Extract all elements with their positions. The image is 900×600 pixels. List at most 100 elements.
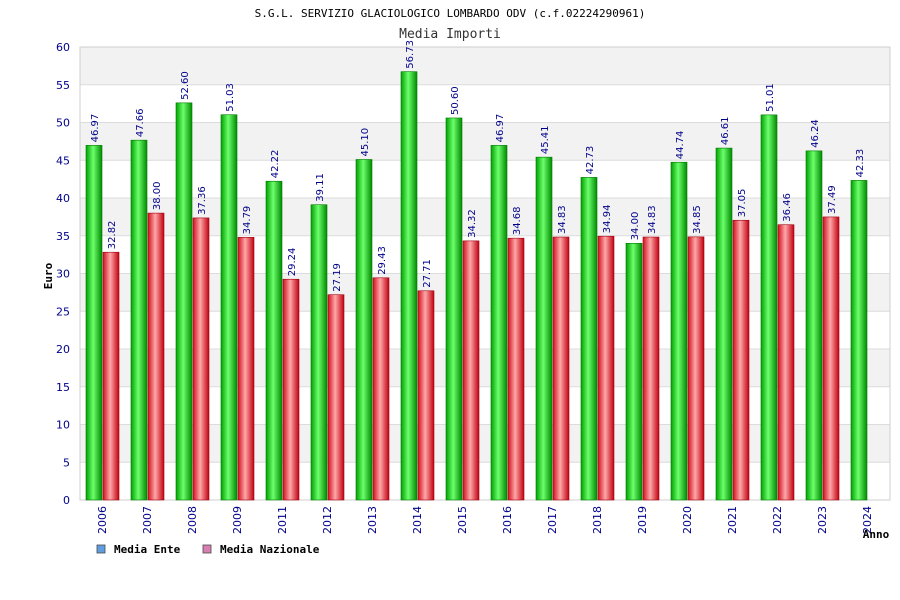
value-label-media-nazionale: 32.82 (107, 221, 118, 250)
value-label-media-nazionale: 34.79 (242, 206, 253, 235)
bar-media-ente (490, 145, 508, 501)
y-tick-label: 5 (63, 456, 70, 469)
x-tick-label: 2009 (231, 506, 244, 534)
bar-media-ente (355, 159, 373, 501)
y-tick-label: 25 (56, 305, 70, 318)
x-axis-ticks: 2006 2007 2008 2009 2011 2012 2013 2014 2015 2016… (96, 506, 874, 534)
y-tick-label: 45 (56, 154, 70, 167)
y-tick-label: 20 (56, 343, 70, 356)
value-label-media-ente: 56.73 (405, 40, 416, 69)
x-tick-label: 2022 (771, 506, 784, 534)
bar-media-ente (850, 180, 868, 501)
grid-band (80, 424, 890, 463)
bar-media-ente (625, 243, 643, 501)
value-label-media-ente: 47.66 (135, 109, 146, 138)
value-label-media-nazionale: 34.94 (602, 205, 613, 234)
bar-media-ente (760, 114, 778, 501)
value-label-media-ente: 46.97 (90, 114, 101, 143)
value-label-media-nazionale: 29.43 (377, 246, 388, 275)
bars-layer (85, 71, 868, 501)
value-label-media-nazionale: 29.24 (287, 248, 298, 277)
value-label-media-nazionale: 34.85 (692, 205, 703, 234)
grid-band (80, 198, 890, 236)
value-label-media-nazionale: 37.49 (827, 185, 838, 214)
bar-media-nazionale (507, 237, 525, 501)
y-tick-label: 10 (56, 419, 70, 432)
legend-swatch-media-nazionale (202, 544, 212, 554)
x-tick-label: 2012 (321, 506, 334, 534)
value-label-media-nazionale: 37.05 (737, 189, 748, 218)
y-tick-label: 55 (56, 79, 70, 92)
x-tick-label: 2008 (186, 506, 199, 534)
bar-media-nazionale (417, 290, 435, 501)
bar-media-nazionale (327, 294, 345, 501)
bar-media-ente (85, 145, 103, 501)
bar-media-ente (715, 147, 733, 501)
x-tick-label: 2011 (276, 506, 289, 534)
y-axis-ticks: 0 5 10 15 20 25 30 35 40 45 50 55 60 (56, 41, 70, 507)
grid-band (80, 273, 890, 312)
bar-media-nazionale (147, 212, 165, 501)
bar-media-nazionale (642, 236, 660, 501)
bar-media-ente (130, 139, 148, 501)
bar-media-nazionale (462, 240, 480, 501)
grid-band (80, 235, 890, 274)
value-labels-layer: 46.97 32.82 47.66 38.00 52.60 37.36 51.03 34.79… (90, 40, 866, 292)
legend: Media Ente Media Nazionale (96, 543, 320, 556)
y-tick-label: 40 (56, 192, 70, 205)
x-tick-label: 2007 (141, 506, 154, 534)
bar-media-nazionale (552, 236, 570, 501)
bar-media-ente (580, 177, 598, 501)
value-label-media-nazionale: 34.83 (647, 205, 658, 234)
y-tick-label: 30 (56, 268, 70, 281)
y-axis-label: Euro (42, 262, 55, 289)
x-tick-label: 2020 (681, 506, 694, 534)
bar-media-nazionale (102, 251, 120, 501)
x-tick-label: 2023 (816, 506, 829, 534)
plot-background (79, 46, 891, 501)
grid-band (80, 160, 890, 198)
value-label-media-ente: 45.10 (360, 128, 371, 157)
bar-media-ente (265, 180, 283, 501)
bar-media-nazionale (732, 219, 750, 501)
bar-media-nazionale (597, 235, 615, 501)
value-label-media-nazionale: 36.46 (782, 193, 793, 222)
value-label-media-ente: 39.11 (315, 173, 326, 202)
value-label-media-ente: 42.22 (270, 150, 281, 179)
grid-band (80, 462, 890, 500)
value-label-media-ente: 46.61 (720, 116, 731, 145)
value-label-media-nazionale: 27.71 (422, 259, 433, 288)
bar-media-nazionale (237, 237, 255, 501)
x-tick-label: 2021 (726, 506, 739, 534)
bar-media-ente (400, 71, 418, 501)
x-tick-label: 2018 (591, 506, 604, 534)
bar-media-nazionale (777, 224, 795, 501)
bar-media-ente (805, 150, 823, 501)
bar-media-ente (670, 161, 688, 501)
plot-frame (79, 46, 891, 501)
x-tick-label: 2014 (411, 506, 424, 534)
value-label-media-nazionale: 34.32 (467, 209, 478, 238)
x-tick-label: 2024 (861, 506, 874, 534)
bar-media-ente (220, 114, 238, 501)
y-tick-label: 15 (56, 381, 70, 394)
value-label-media-ente: 42.33 (855, 149, 866, 178)
value-label-media-ente: 34.00 (630, 212, 641, 241)
bar-media-ente (175, 102, 193, 501)
value-label-media-ente: 44.74 (675, 131, 686, 160)
value-label-media-ente: 45.41 (540, 126, 551, 155)
grid-band (80, 47, 890, 85)
value-label-media-ente: 51.01 (765, 83, 776, 112)
grid-band (80, 386, 890, 425)
bar-media-nazionale (282, 278, 300, 501)
y-tick-label: 50 (56, 117, 70, 130)
value-label-media-nazionale: 38.00 (152, 181, 163, 210)
value-label-media-ente: 51.03 (225, 83, 236, 112)
bar-media-ente (310, 204, 328, 501)
legend-label-media-ente: Media Ente (114, 543, 181, 556)
value-label-media-ente: 46.24 (810, 119, 821, 148)
x-tick-label: 2019 (636, 506, 649, 534)
grid-band (80, 311, 890, 349)
value-label-media-ente: 50.60 (450, 86, 461, 115)
